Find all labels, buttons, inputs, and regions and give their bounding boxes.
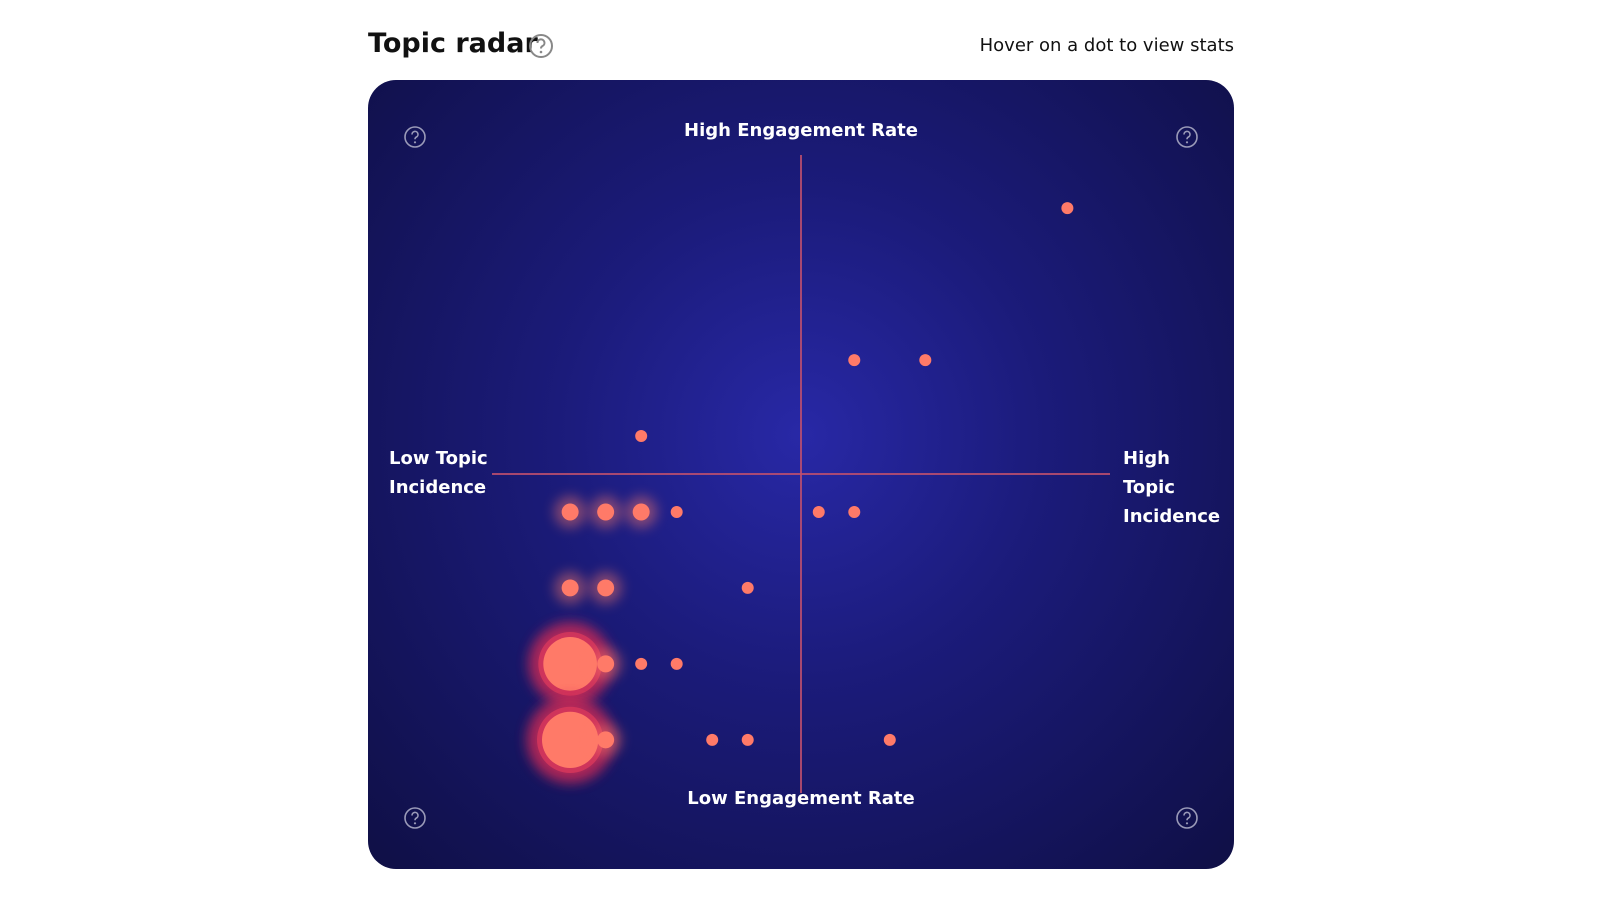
dot[interactable]: [543, 637, 597, 691]
dot[interactable]: [848, 354, 861, 367]
help-icon[interactable]: [528, 33, 554, 59]
dot[interactable]: [670, 657, 683, 670]
dot[interactable]: [635, 430, 648, 443]
top-label: High Engagement Rate: [684, 120, 918, 141]
dot[interactable]: [919, 354, 932, 367]
hint-text: Hover on a dot to view stats: [979, 35, 1234, 56]
dot[interactable]: [597, 579, 615, 597]
bottom-label: Low Engagement Rate: [687, 788, 915, 809]
radar-panel: High Engagement Rate Low Engagement Rate…: [368, 80, 1234, 869]
dot[interactable]: [848, 505, 861, 518]
dot[interactable]: [741, 733, 754, 746]
dot[interactable]: [561, 503, 579, 521]
dot[interactable]: [632, 503, 650, 521]
dot[interactable]: [883, 733, 896, 746]
dot[interactable]: [1061, 202, 1074, 215]
dot[interactable]: [706, 733, 719, 746]
page-title: Topic radar: [368, 28, 538, 59]
left-label: Low Topic Incidence: [389, 448, 488, 498]
dot[interactable]: [541, 711, 599, 768]
dot[interactable]: [597, 503, 615, 521]
right-label: High Topic Incidence: [1123, 448, 1221, 527]
dot[interactable]: [561, 579, 579, 597]
dot[interactable]: [635, 657, 648, 670]
dot[interactable]: [597, 731, 615, 749]
dot[interactable]: [741, 581, 754, 594]
dot[interactable]: [597, 655, 615, 673]
chart: [404, 126, 1198, 829]
dot[interactable]: [812, 505, 825, 518]
dot[interactable]: [670, 505, 683, 518]
